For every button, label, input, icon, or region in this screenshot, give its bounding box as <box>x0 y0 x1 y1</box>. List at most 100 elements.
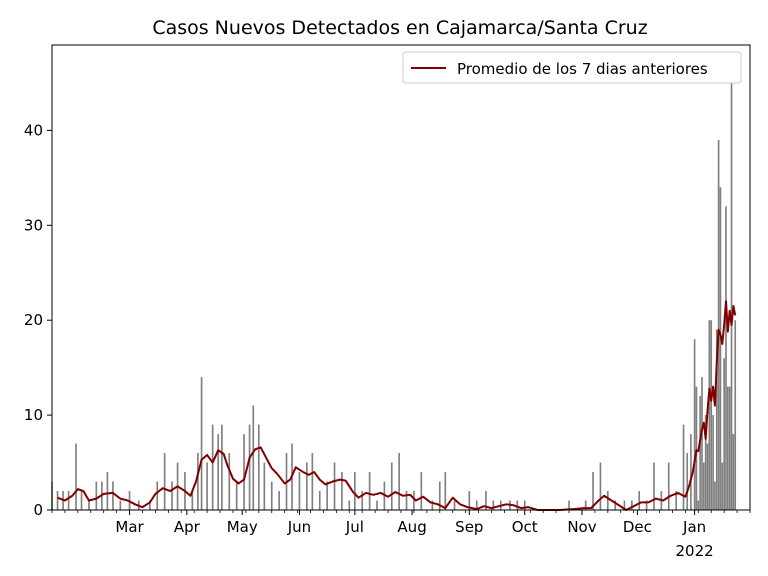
bar <box>211 424 214 510</box>
bar-series <box>51 63 737 510</box>
bar <box>95 481 98 510</box>
bar <box>704 415 707 510</box>
chart-title: Casos Nuevos Detectados en Cajamarca/San… <box>152 17 647 39</box>
x-tick-label: Jun <box>287 518 311 536</box>
bar <box>171 481 173 510</box>
bar <box>243 434 245 510</box>
bar <box>710 320 713 510</box>
bar <box>191 491 194 510</box>
bar <box>721 462 724 510</box>
bar <box>475 500 478 510</box>
bar <box>326 481 328 510</box>
bar <box>492 500 495 510</box>
bar <box>197 453 199 510</box>
bar <box>708 320 711 510</box>
bar <box>614 500 617 510</box>
bar <box>438 481 441 510</box>
bar <box>732 434 735 510</box>
bar <box>727 386 729 510</box>
moving-average-line <box>57 300 737 511</box>
y-tick-label: 20 <box>24 311 43 329</box>
bar <box>257 424 260 510</box>
bar <box>305 462 308 510</box>
bar <box>221 424 223 510</box>
bar <box>431 500 434 510</box>
bar <box>730 63 733 510</box>
bar <box>149 500 151 510</box>
bar <box>645 500 648 510</box>
bar <box>270 481 273 510</box>
bar <box>453 500 456 510</box>
bar <box>75 443 77 510</box>
bar <box>112 481 114 510</box>
bar <box>361 491 364 510</box>
bar <box>263 462 266 510</box>
bar <box>119 500 122 510</box>
bar <box>228 453 231 510</box>
bar <box>278 491 280 510</box>
bar <box>523 500 526 510</box>
bar <box>333 462 336 510</box>
bar <box>348 500 351 510</box>
bar <box>725 206 727 510</box>
bar <box>376 500 378 510</box>
bar <box>667 462 670 510</box>
bar <box>690 434 692 510</box>
bar <box>697 500 700 510</box>
x-tick-label: May <box>227 518 258 536</box>
x-tick-label: Jan <box>682 518 706 536</box>
legend-label: Promedio de los 7 dias anteriores <box>457 60 708 78</box>
x-tick-label: Mar <box>115 518 144 536</box>
bar <box>599 462 602 510</box>
bar <box>413 491 415 510</box>
bar <box>695 386 698 510</box>
bar <box>298 472 301 510</box>
bar <box>88 500 90 510</box>
bar <box>623 500 626 510</box>
y-tick-label: 40 <box>24 121 43 139</box>
x-tick-label: Oct <box>512 518 538 536</box>
bar <box>354 472 356 510</box>
bar <box>706 443 709 510</box>
bar <box>714 481 716 510</box>
bar <box>630 500 633 510</box>
bar <box>485 491 487 510</box>
plot-frame <box>51 44 751 511</box>
bar <box>217 434 220 510</box>
bar <box>80 491 83 510</box>
bar <box>717 139 720 510</box>
y-tick-label: 10 <box>24 406 43 424</box>
bar <box>106 472 109 510</box>
bar <box>682 424 685 510</box>
line-series <box>57 300 737 511</box>
bar <box>701 377 703 510</box>
bar <box>728 386 731 510</box>
bar <box>206 462 208 510</box>
bar <box>715 329 718 510</box>
bar <box>675 491 677 510</box>
x-tick-label: Sep <box>455 518 483 536</box>
bar <box>584 500 587 510</box>
bar <box>693 339 696 510</box>
bar <box>156 481 159 510</box>
y-tick-label: 0 <box>33 501 43 519</box>
bar <box>318 491 321 510</box>
bar <box>712 415 714 510</box>
bar <box>252 405 255 510</box>
bar <box>248 424 251 510</box>
x-tick-label: Dec <box>623 518 652 536</box>
bar <box>638 491 641 510</box>
bar <box>235 481 238 510</box>
x-tick-label: Apr <box>174 518 201 536</box>
bar <box>592 472 594 510</box>
bar <box>468 491 471 510</box>
bar <box>516 500 519 510</box>
bar <box>405 491 408 510</box>
bar <box>699 396 701 510</box>
bar <box>200 377 203 510</box>
bar <box>568 500 570 510</box>
x-tick-sublabel: 2022 <box>676 542 714 560</box>
bar <box>56 491 59 510</box>
x-tick-label: Jul <box>345 518 364 536</box>
bar <box>719 187 722 510</box>
